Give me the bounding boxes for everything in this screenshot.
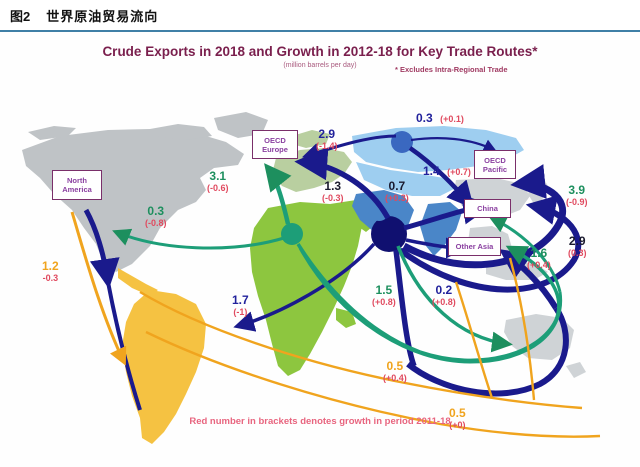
hub-fsu	[391, 131, 413, 153]
region-label-oecd-pacific[interactable]: OECD Pacific	[474, 150, 516, 179]
chart-footnote: * Excludes Intra-Regional Trade	[395, 65, 508, 74]
flow-label-mideast-to-asia: 0.7 (+0.3)	[385, 179, 409, 204]
flow-label-westafrica-to-oecd-europe: 3.1 (-0.6)	[207, 169, 229, 194]
region-label-oecd-europe[interactable]: OECD Europe	[252, 130, 298, 159]
figure-number: 图2	[10, 8, 31, 24]
flow-label-fsu-to-oecd-pacific: 0.3 (+0.1)	[416, 111, 464, 125]
flow-label-latam-to-north-america: 0.3 (-0.8)	[145, 204, 167, 229]
green-flow-arrows	[112, 163, 563, 364]
orange-flow-arrows	[70, 211, 601, 438]
chart-legend-note: Red number in brackets denotes growth in…	[189, 416, 451, 427]
chart-panel: Crude Exports in 2018 and Growth in 2012…	[0, 32, 640, 467]
figure-caption-bar: 图2 世界原油贸易流向	[0, 0, 640, 32]
figure-caption-title: 世界原油贸易流向	[46, 8, 159, 24]
navy-flow-arrows	[83, 134, 582, 411]
flow-label-mideast-to-oecd-europe: 2.9 (-1.4)	[316, 127, 338, 152]
region-label-other-asia[interactable]: Other Asia	[448, 237, 501, 256]
flow-label-mideast-to-china-south: 0.2 (+0.8)	[432, 283, 456, 308]
flow-label-mideast-to-oecd-pacific: 3.9 (-0.9)	[566, 183, 588, 208]
chart-title: Crude Exports in 2018 and Growth in 2012…	[102, 44, 538, 59]
chart-subtitle: (million barrels per day)	[283, 62, 357, 69]
flow-label-latam-to-usa: 1.2 -0.3	[42, 259, 59, 284]
hub-west-africa	[281, 223, 303, 245]
flow-label-latam-to-asia: 0.5 (+0.4)	[383, 359, 407, 384]
flow-label-mideast-to-otherasia: 1.5 (+0.8)	[372, 283, 396, 308]
flow-label-latam-to-asia-south: 0.5 (+0)	[449, 406, 466, 431]
region-label-north-america[interactable]: North America	[52, 170, 102, 200]
flow-label-mideast-to-china-east: 2.9 (0.3)	[568, 234, 587, 259]
flow-label-westafrica-to-asia: 1.7 (-1)	[232, 293, 249, 318]
region-label-china[interactable]: China	[464, 199, 511, 218]
flow-label-northafrica-to-europe: 1.3 (-0.3)	[322, 179, 344, 204]
flow-label-fsu-to-china: 1.4 (+0.7)	[423, 164, 471, 178]
flow-label-mideast-to-otherasia-east: 1.6 (+0.4)	[527, 246, 551, 271]
hub-middle-east	[371, 216, 407, 252]
